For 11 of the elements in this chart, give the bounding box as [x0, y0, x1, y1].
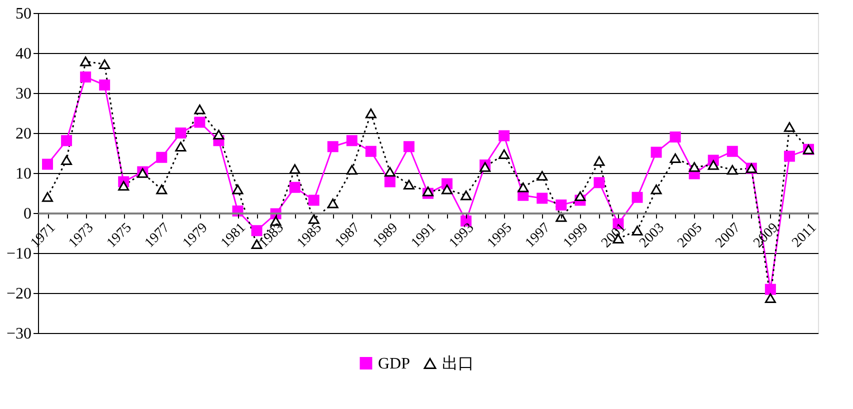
- y-tick-label: 50: [16, 6, 32, 22]
- legend-label: 出口: [442, 354, 474, 372]
- y-tick-label: 0: [24, 206, 32, 222]
- y-tick-label: 10: [16, 166, 32, 182]
- y-tick-label: 40: [16, 46, 32, 62]
- y-tick-label: 30: [16, 86, 32, 102]
- y-tick-label: 20: [16, 126, 32, 142]
- y-tick-label: −10: [6, 246, 32, 262]
- y-tick-label: −20: [6, 286, 32, 302]
- legend-label: GDP: [378, 355, 410, 372]
- y-tick-label: −30: [6, 326, 32, 342]
